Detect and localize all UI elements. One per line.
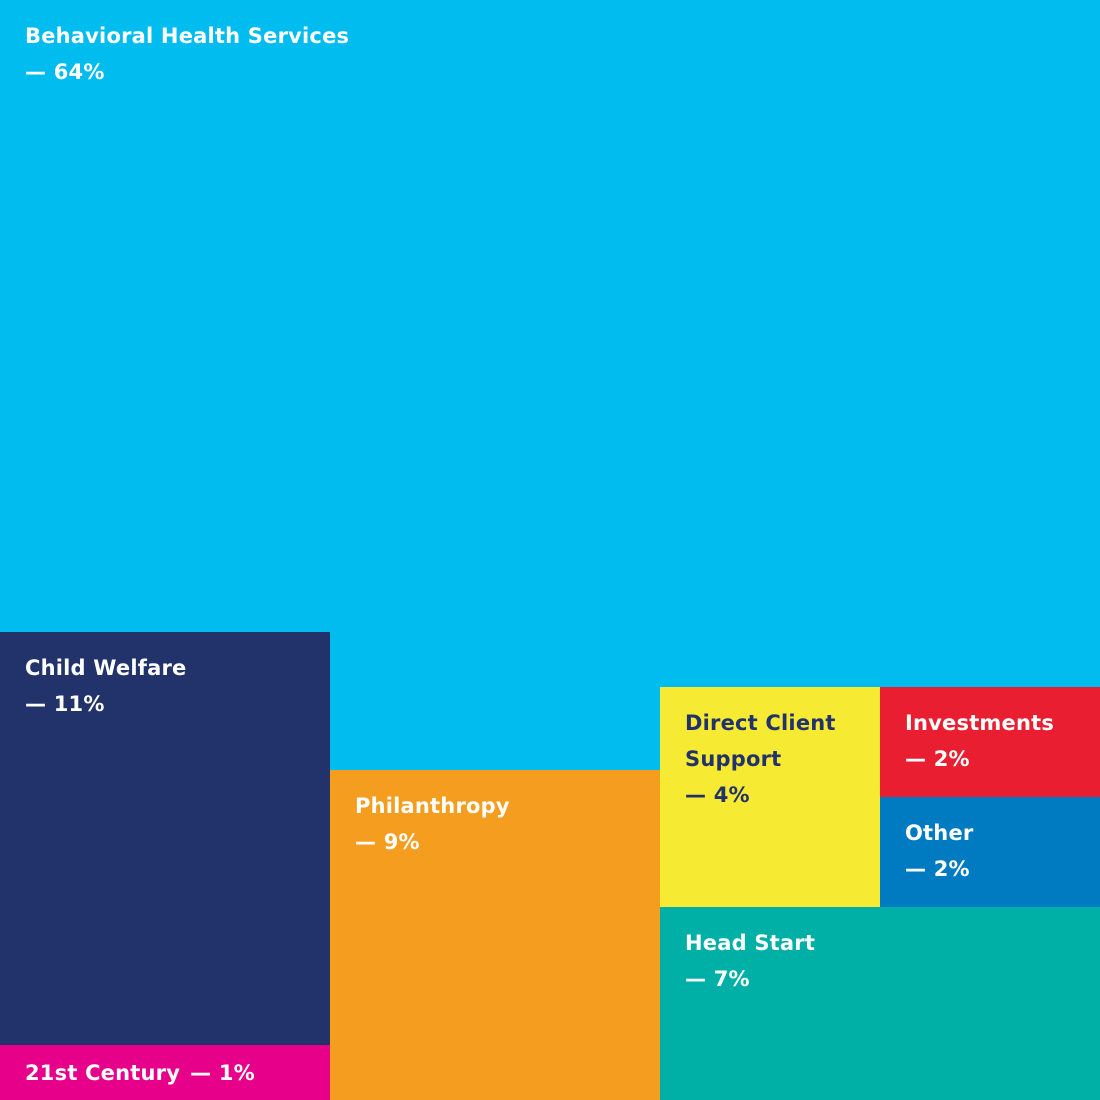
tile-other: Other — 2% <box>880 797 1100 907</box>
tile-head-start: Head Start — 7% <box>660 907 1100 1100</box>
category-name: Behavioral Health Services <box>25 24 350 48</box>
tile-label-investments: Investments — 2% <box>905 705 1054 777</box>
tile-philanthropy: Philanthropy — 9% <box>330 770 660 1100</box>
category-name: Child Welfare <box>25 656 187 680</box>
tile-direct-client-support: Direct Client Support — 4% <box>660 687 880 907</box>
category-percent: — 1% <box>190 1061 255 1085</box>
tile-label-21st-century: 21st Century — 1% <box>25 1055 255 1091</box>
category-percent: — 9% <box>355 830 420 854</box>
category-percent: — 11% <box>25 692 105 716</box>
tile-investments: Investments — 2% <box>880 687 1100 797</box>
category-percent: — 64% <box>25 60 105 84</box>
tile-label-direct-client-support: Direct Client Support — 4% <box>685 705 855 813</box>
tile-label-child-welfare: Child Welfare — 11% <box>25 650 186 722</box>
tile-21st-century: 21st Century — 1% <box>0 1045 330 1100</box>
category-percent: — 2% <box>905 857 970 881</box>
category-name: Investments <box>905 711 1055 735</box>
category-percent: — 2% <box>905 747 970 771</box>
tile-label-other: Other — 2% <box>905 815 973 887</box>
category-name: Direct Client Support <box>685 711 836 771</box>
category-percent: — 7% <box>685 967 750 991</box>
tile-label-behavioral-health-services: Behavioral Health Services — 64% <box>25 18 349 90</box>
category-name: Head Start <box>685 931 816 955</box>
category-name: Other <box>905 821 974 845</box>
category-percent: — 4% <box>685 783 750 807</box>
tile-label-philanthropy: Philanthropy — 9% <box>355 788 510 860</box>
category-name: Philanthropy <box>355 794 510 818</box>
tile-child-welfare: Child Welfare — 11% <box>0 632 330 1045</box>
category-name: 21st Century <box>25 1061 181 1085</box>
tile-label-head-start: Head Start — 7% <box>685 925 815 997</box>
